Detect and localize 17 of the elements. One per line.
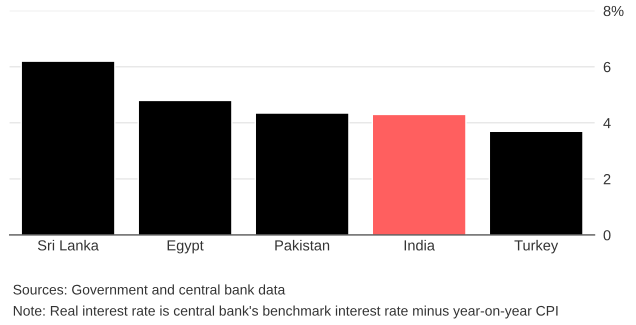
bar xyxy=(20,60,116,235)
y-tick-label: 2 xyxy=(604,174,610,184)
x-tick-label: Pakistan xyxy=(275,240,330,251)
x-tick-label: Turkey xyxy=(514,240,558,254)
y-tick-label: 6 xyxy=(604,62,610,72)
y-tick-label: 0 xyxy=(604,230,611,240)
bar xyxy=(488,130,584,235)
x-tick-label: Sri Lanka xyxy=(38,240,99,251)
bar xyxy=(254,112,350,235)
text: Note: Real interest rate is central bank's benchmark interest rate minus year-on-year CPI xyxy=(14,306,558,318)
y-tick-label: 4 xyxy=(603,118,611,128)
source-note: Sources: Government and central bank data xyxy=(13,284,286,295)
bar xyxy=(138,100,233,235)
x-tick-label: India xyxy=(404,240,435,251)
y-tick-label: 8% xyxy=(604,6,624,16)
bar xyxy=(372,114,467,235)
x-tick-label: Egypt xyxy=(168,240,204,254)
